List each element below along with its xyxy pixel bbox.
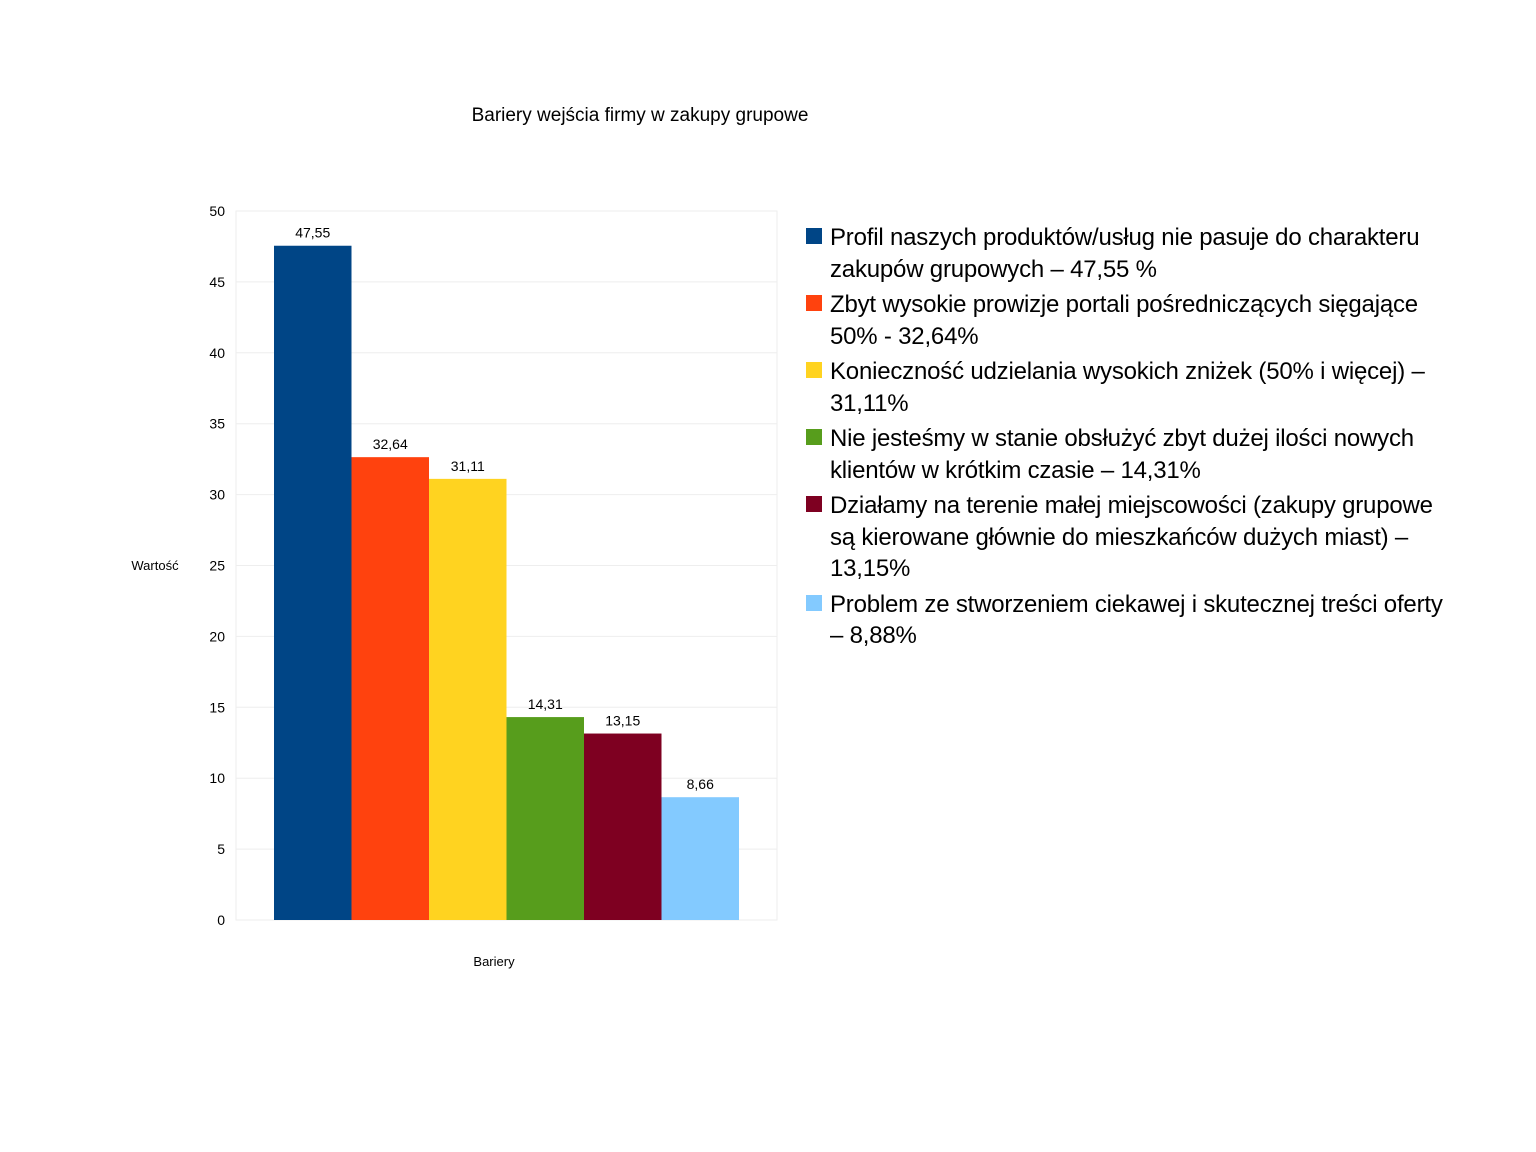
- legend-item: Działamy na terenie małej miejscowości (…: [806, 490, 1446, 585]
- legend: Profil naszych produktów/usług nie pasuj…: [806, 222, 1446, 656]
- bars: [274, 245, 739, 921]
- data-labels: 47,55 32,64 31,11 14,31 13,15 8,66: [295, 225, 714, 792]
- legend-swatch: [806, 228, 822, 244]
- legend-swatch: [806, 429, 822, 445]
- bar: [429, 478, 507, 920]
- legend-label: Problem ze stworzeniem ciekawej i skutec…: [830, 590, 1443, 650]
- legend-swatch: [806, 362, 822, 378]
- data-label: 31,11: [451, 458, 485, 474]
- y-tick-label: 40: [209, 345, 225, 361]
- legend-item: Zbyt wysokie prowizje portali pośrednicz…: [806, 289, 1446, 352]
- y-tick-label: 0: [217, 912, 225, 928]
- y-tick-label: 35: [209, 416, 225, 432]
- y-tick-label: 30: [209, 487, 225, 503]
- legend-item: Profil naszych produktów/usług nie pasuj…: [806, 222, 1446, 285]
- legend-item: Problem ze stworzeniem ciekawej i skutec…: [806, 589, 1446, 652]
- legend-swatch: [806, 594, 822, 611]
- bar: [661, 797, 739, 920]
- data-label: 13,15: [605, 713, 640, 729]
- data-label: 14,31: [528, 696, 563, 712]
- legend-swatch: [806, 496, 822, 512]
- y-tick-label: 20: [209, 628, 225, 644]
- y-tick-labels: 0 5 10 15 20 25 30 35 40 45 50: [209, 203, 225, 928]
- y-tick-label: 50: [209, 203, 225, 219]
- data-label: 47,55: [295, 225, 330, 241]
- chart-title: Bariery wejścia firmy w zakupy grupowe: [472, 105, 809, 126]
- bar: [351, 457, 429, 920]
- bar: [506, 717, 584, 920]
- y-tick-label: 15: [209, 699, 225, 715]
- legend-label: Profil naszych produktów/usług nie pasuj…: [830, 224, 1420, 283]
- y-axis-label: Wartość: [131, 558, 179, 573]
- legend-item: Konieczność udzielania wysokich zniżek (…: [806, 356, 1446, 419]
- y-tick-label: 10: [209, 770, 225, 786]
- data-label: 8,66: [687, 776, 714, 792]
- legend-label: Działamy na terenie małej miejscowości (…: [830, 492, 1433, 582]
- legend-swatch: [806, 295, 822, 311]
- legend-label: Nie jesteśmy w stanie obsłużyć zbyt duże…: [830, 425, 1414, 484]
- legend-item: Nie jesteśmy w stanie obsłużyć zbyt duże…: [806, 423, 1446, 486]
- y-tick-label: 25: [209, 558, 225, 574]
- bar: [584, 733, 662, 920]
- y-tick-label: 5: [217, 841, 225, 857]
- bar: [274, 245, 352, 921]
- y-tick-label: 45: [209, 274, 225, 290]
- legend-label: Konieczność udzielania wysokich zniżek (…: [830, 358, 1425, 417]
- legend-label: Zbyt wysokie prowizje portali pośrednicz…: [830, 291, 1418, 350]
- x-axis-label: Bariery: [473, 954, 515, 969]
- data-label: 32,64: [373, 436, 408, 452]
